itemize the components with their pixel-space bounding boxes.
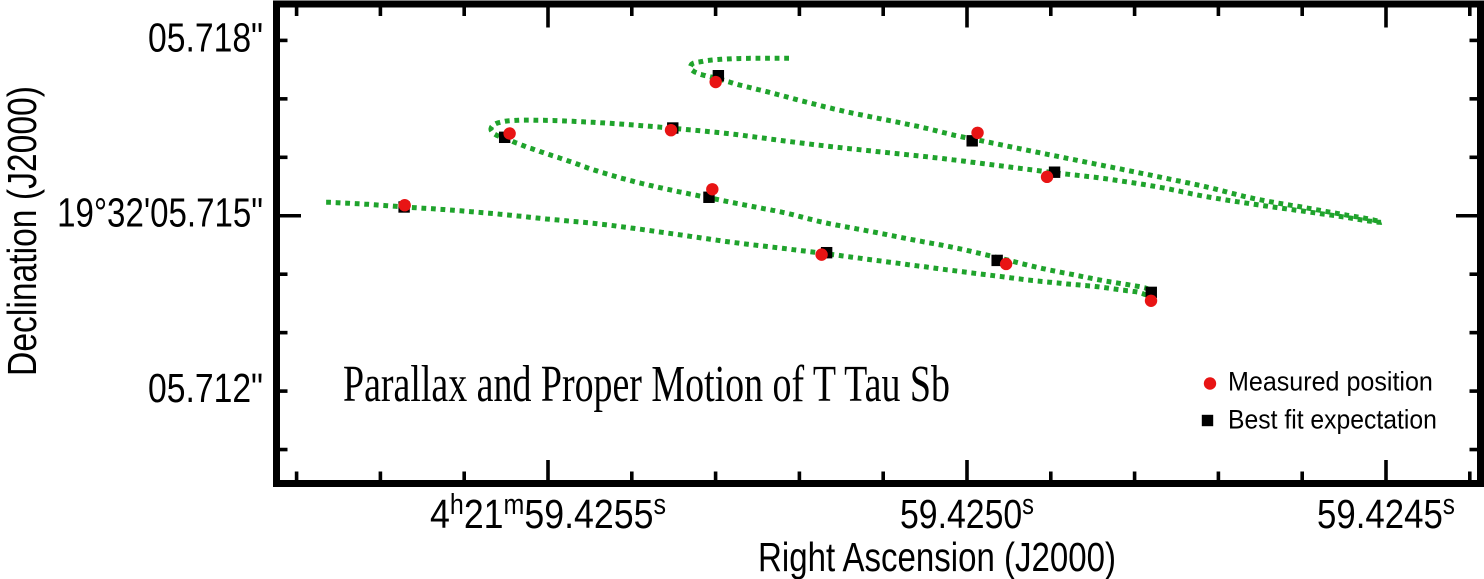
legend: Measured position Best fit expectation [1201, 366, 1437, 435]
measured-point [999, 257, 1013, 271]
bestfit-point [966, 135, 978, 147]
measured-point [971, 126, 984, 140]
axis-ticks-group [280, 7, 1477, 480]
x-tick-label: 59.4245s​ [1317, 488, 1455, 538]
legend-measured-marker-icon [1203, 377, 1217, 390]
measured-point [664, 123, 678, 137]
x-tick-label-text: 4 [430, 492, 450, 538]
x-tick-label-superscript: s [1022, 488, 1034, 521]
x-tick-label-text: 21 [464, 492, 504, 538]
x-tick-labels-group: 4h​21m​59.4255s​ 59.4250s​ 59.4245s​ [430, 488, 1455, 538]
bestfit-point [991, 254, 1003, 267]
x-tick-label-text: 59.4255 [524, 492, 653, 538]
x-tick-label: 4h​21m​59.4255s​ [430, 488, 666, 537]
measured-point [706, 183, 719, 196]
measured-point [503, 127, 516, 140]
bestfit-point [1048, 166, 1061, 178]
x-tick-label-superscript: m [504, 488, 525, 520]
bestfit-point [1145, 286, 1157, 299]
bestfit-point [712, 70, 725, 82]
x-tick-label-superscript: h [450, 488, 464, 520]
measured-point [709, 75, 722, 89]
legend-bestfit-marker-icon [1201, 414, 1214, 427]
x-tick-label: 59.4250s​ [900, 488, 1034, 537]
measured-point [1040, 170, 1054, 184]
x-tick-label-text: 59.4250 [900, 491, 1022, 537]
plot-title: Parallax and Proper Motion of T Tau Sb [343, 354, 950, 412]
x-tick-label-superscript: s [1443, 488, 1455, 520]
x-tick-label-superscript: s [653, 488, 665, 520]
y-tick-label: 05.712" [148, 365, 263, 411]
x-tick-label-text: 59.4245 [1317, 492, 1443, 537]
bestfit-point [703, 191, 715, 203]
measured-point [398, 199, 411, 212]
y-tick-labels-group: 05.718" 19°32'05.715" 05.712" [57, 14, 263, 411]
legend-measured-label: Measured position [1228, 366, 1433, 397]
plot-frame [273, 0, 1484, 487]
y-tick-label: 19°32'05.715" [57, 189, 263, 235]
bestfit-point [498, 131, 511, 144]
trajectory-path [326, 55, 1388, 298]
plot-frame-group [273, 0, 1484, 487]
x-axis-title: Right Ascension (J2000) [758, 534, 1116, 579]
y-tick-label: 05.718" [148, 14, 263, 60]
measured-point [815, 248, 828, 261]
data-points-group [398, 70, 1158, 307]
measured-point [1144, 294, 1158, 307]
legend-bestfit-label: Best fit expectation [1228, 406, 1437, 435]
trajectory-group [326, 55, 1388, 298]
y-axis-title: Declination (J2000) [0, 86, 45, 376]
